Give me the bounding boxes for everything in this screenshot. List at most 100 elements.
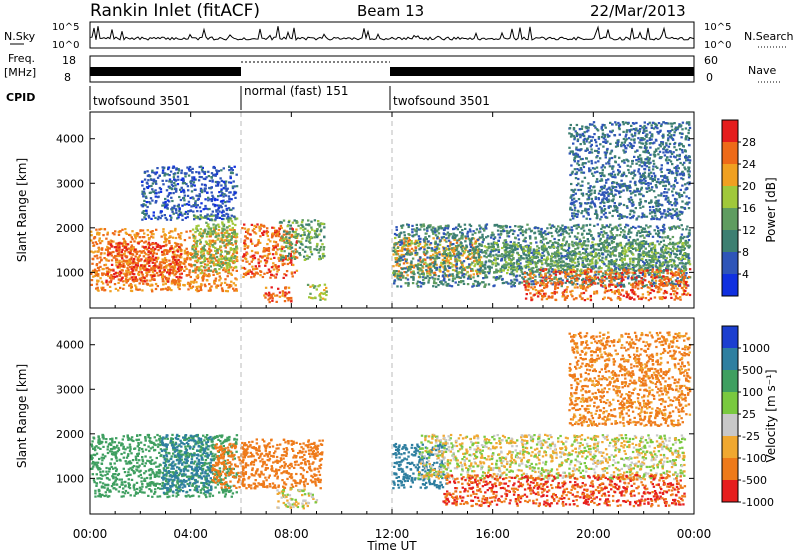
heatmap-cell	[302, 229, 304, 231]
heatmap-cell	[397, 250, 399, 252]
heatmap-cell	[193, 235, 195, 237]
heatmap-cell	[102, 234, 104, 236]
heatmap-cell	[664, 249, 666, 251]
heatmap-cell	[506, 272, 508, 274]
heatmap-cell	[655, 256, 657, 258]
heatmap-cell	[119, 287, 121, 289]
heatmap-cell	[195, 281, 197, 283]
heatmap-cell	[519, 275, 521, 277]
heatmap-cell	[520, 255, 522, 257]
heatmap-cell	[405, 244, 407, 246]
heatmap-cell	[324, 298, 326, 300]
heatmap-cell	[519, 281, 521, 283]
heatmap-cell	[395, 270, 397, 272]
heatmap-cell	[663, 228, 665, 230]
heatmap-cell	[124, 228, 126, 230]
heatmap-cell	[407, 278, 409, 280]
heatmap-cell	[98, 248, 100, 250]
heatmap-cell	[463, 260, 465, 262]
heatmap-cell	[280, 225, 282, 227]
heatmap-cell	[426, 251, 428, 253]
heatmap-cell	[267, 235, 269, 237]
heatmap-cell	[305, 246, 307, 248]
heatmap-cell	[202, 232, 204, 234]
heatmap-cell	[614, 255, 616, 257]
heatmap-cell	[167, 281, 169, 283]
heatmap-cell	[152, 255, 154, 257]
heatmap-cell	[235, 284, 237, 286]
heatmap-cell	[228, 225, 230, 227]
heatmap-cell	[450, 263, 452, 265]
heatmap-cell	[195, 251, 197, 253]
heatmap-cell	[651, 259, 653, 261]
heatmap-cell	[403, 231, 405, 233]
heatmap-cell	[108, 281, 110, 283]
heatmap-cell	[570, 251, 572, 253]
heatmap-cell	[100, 259, 102, 261]
heatmap-cell	[92, 276, 94, 278]
heatmap-cell	[257, 239, 259, 241]
heatmap-cell	[676, 266, 678, 268]
heatmap-cell	[555, 276, 557, 278]
heatmap-cell	[96, 255, 98, 257]
heatmap-cell	[283, 257, 285, 259]
heatmap-cell	[654, 229, 656, 231]
heatmap-cell	[163, 269, 165, 271]
heatmap-cell	[166, 252, 168, 254]
heatmap-cell	[294, 234, 296, 236]
heatmap-cell	[220, 284, 222, 286]
heatmap-cell	[158, 266, 160, 268]
heatmap-cell	[496, 271, 498, 273]
heatmap-cell	[138, 242, 140, 244]
heatmap-cell	[681, 270, 683, 272]
heatmap-cell	[549, 247, 551, 249]
heatmap-cell	[506, 230, 508, 232]
heatmap-cell	[399, 272, 401, 274]
heatmap-cell	[214, 268, 216, 270]
heatmap-cell	[560, 264, 562, 266]
heatmap-cell	[443, 236, 445, 238]
heatmap-cell	[216, 256, 218, 258]
heatmap-cell	[138, 271, 140, 273]
heatmap-cell	[176, 254, 178, 256]
heatmap-cell	[637, 249, 639, 251]
heatmap-cell	[540, 231, 542, 233]
heatmap-cell	[478, 253, 480, 255]
heatmap-cell	[156, 253, 158, 255]
heatmap-cell	[630, 268, 632, 270]
heatmap-cell	[148, 247, 150, 249]
heatmap-cell	[655, 252, 657, 254]
heatmap-cell	[303, 231, 305, 233]
heatmap-cell	[320, 246, 322, 248]
heatmap-cell	[116, 259, 118, 261]
heatmap-cell	[133, 266, 135, 268]
heatmap-cell	[184, 260, 186, 262]
heatmap-cell	[141, 280, 143, 282]
heatmap-cell	[178, 283, 180, 285]
heatmap-cell	[677, 245, 679, 247]
heatmap-cell	[211, 261, 213, 263]
heatmap-cell	[246, 247, 248, 249]
heatmap-cell	[410, 276, 412, 278]
heatmap-cell	[621, 259, 623, 261]
heatmap-cell	[204, 269, 206, 271]
heatmap-cell	[684, 258, 686, 260]
heatmap-cell	[455, 245, 457, 247]
heatmap-cell	[682, 262, 684, 264]
heatmap-cell	[680, 236, 682, 238]
heatmap-cell	[550, 227, 552, 229]
heatmap-cell	[396, 234, 398, 236]
heatmap-cell	[318, 226, 320, 228]
heatmap-cell	[438, 275, 440, 277]
heatmap-cell	[481, 236, 483, 238]
heatmap-cell	[527, 264, 529, 266]
heatmap-cell	[478, 269, 480, 271]
heatmap-cell	[671, 226, 673, 228]
heatmap-cell	[479, 228, 481, 230]
heatmap-cell	[324, 284, 326, 286]
heatmap-cell	[637, 261, 639, 263]
heatmap-cell	[307, 219, 309, 221]
heatmap-cell	[480, 261, 482, 263]
heatmap-cell	[622, 261, 624, 263]
